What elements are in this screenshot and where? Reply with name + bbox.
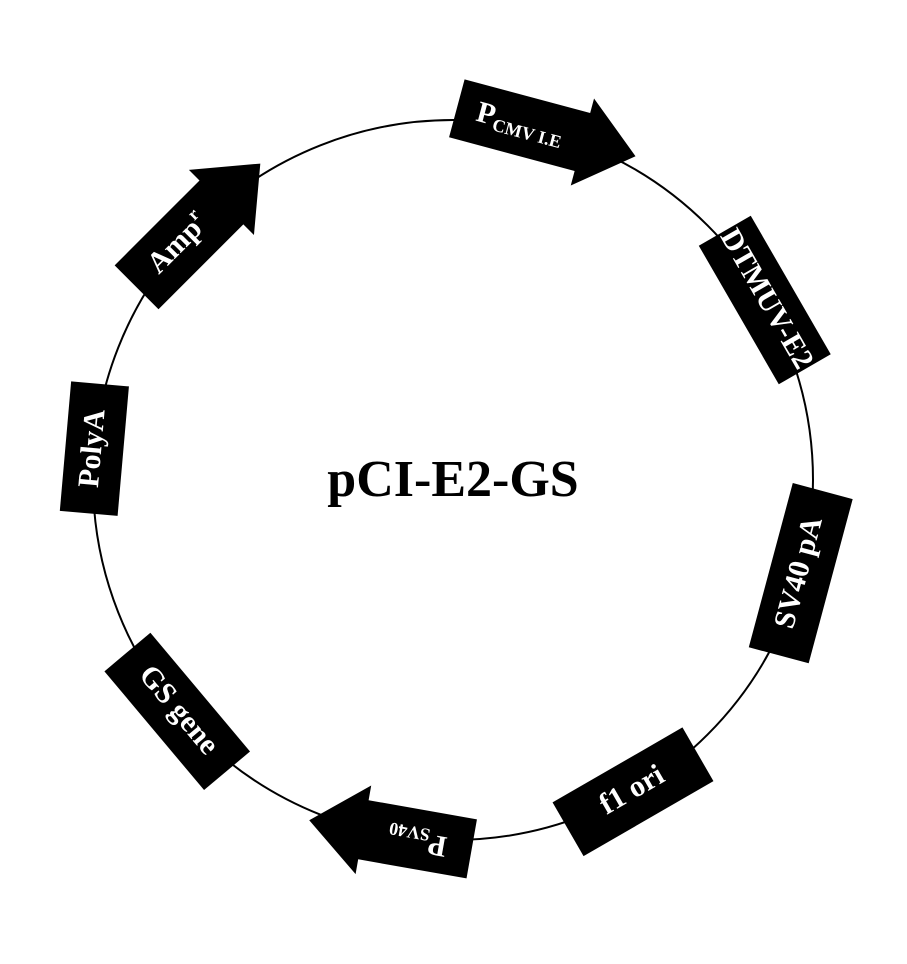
feature-Amp: Ampr bbox=[104, 131, 293, 320]
feature-P: PCMV I.E bbox=[445, 65, 647, 200]
feature-DTMUV-E2: DTMUV-E2 bbox=[699, 216, 831, 385]
plasmid-map: PCMV I.E DTMUV-E2 SV40 pA f1 ori PSV40 GS gen… bbox=[0, 0, 907, 959]
feature-SV40 pA: SV40 pA bbox=[749, 483, 853, 663]
plasmid-name: pCI-E2-GS bbox=[253, 450, 653, 509]
feature-P: PSV40 bbox=[301, 776, 479, 893]
feature-f1 ori: f1 ori bbox=[553, 727, 714, 856]
svg-text:PolyA: PolyA bbox=[72, 408, 112, 489]
feature-PolyA: PolyA bbox=[60, 381, 129, 516]
feature-GS gene: GS gene bbox=[104, 633, 250, 790]
